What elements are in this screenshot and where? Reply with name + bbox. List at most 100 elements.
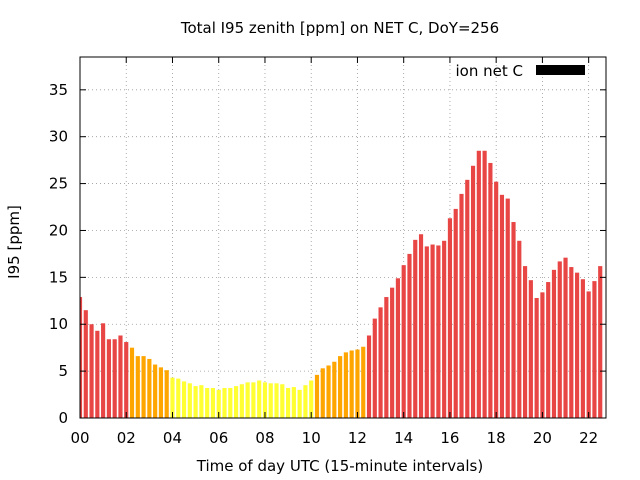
bar [95,330,100,418]
bar [557,261,562,418]
bar [176,378,181,418]
bar [83,310,88,418]
bar [80,297,83,418]
bar [164,370,169,418]
bar [286,387,291,418]
bar [124,342,129,418]
y-tick-label: 5 [58,362,68,380]
bar [534,297,539,418]
bar [407,253,412,418]
bar [338,356,343,418]
bars [80,150,603,418]
bar [586,291,591,418]
bar [505,198,510,418]
legend: ion net C [456,62,585,80]
bar [349,350,354,418]
bar [522,266,528,418]
axis-ticks: 0 5 10 15 20 25 30 35 00 02 04 06 08 10 12 14 16 18 20 22 [49,57,606,447]
x-tick-label: 06 [209,429,228,447]
bar [118,335,123,418]
bar [274,383,279,418]
bar [187,383,192,418]
bar [366,335,372,418]
bar [291,387,296,418]
bar [465,179,470,418]
bar [459,193,464,418]
bar [569,267,574,418]
y-tick-label: 15 [49,268,68,286]
bar [447,218,453,418]
bar [482,150,487,418]
bar [326,365,331,418]
bar [442,240,447,418]
plot-frame [79,56,607,419]
bar [384,297,389,418]
bar [430,244,435,418]
bar [210,387,216,418]
bar [222,387,227,418]
bar [135,356,140,418]
bar [153,364,158,418]
bar [476,150,481,418]
bar [598,266,603,418]
bar [216,389,221,418]
bar [540,292,545,418]
bar [470,165,476,418]
legend-swatch [536,65,585,75]
bar [228,387,233,418]
bar [378,307,383,418]
bar [199,385,204,418]
chart-title: Total I95 zenith [ppm] on NET C, DoY=256 [180,19,499,37]
bar [112,339,117,418]
bar [314,374,320,418]
x-tick-label: 04 [163,429,182,447]
bar [239,384,244,418]
x-tick-label: 16 [440,429,459,447]
legend-label: ion net C [456,62,523,80]
bar [343,352,348,418]
bar [106,339,111,418]
x-tick-label: 18 [487,429,506,447]
bar [575,272,580,418]
bar [528,280,533,418]
bar [499,194,505,418]
x-tick-label: 10 [302,429,321,447]
bar [251,382,256,418]
x-tick-label: 00 [70,429,89,447]
bar [280,384,285,418]
x-tick-label: 14 [394,429,413,447]
bar [262,382,268,418]
bar [413,239,418,418]
bar [517,240,522,418]
bar [158,367,164,418]
bar [390,287,395,418]
bar [355,349,360,418]
bar [546,282,551,418]
bar [320,368,325,418]
bar [297,389,302,418]
bar [170,377,175,418]
bar [453,208,458,418]
y-tick-label: 10 [49,315,68,333]
bar [424,246,429,418]
y-axis-label: I95 [ppm] [5,205,23,279]
x-axis-label: Time of day UTC (15-minute intervals) [196,457,483,475]
bar [511,222,516,418]
bar [563,257,568,418]
bar [494,181,499,418]
bar [372,318,377,418]
x-tick-label: 22 [579,429,598,447]
bar [303,385,308,418]
bar [395,278,400,418]
x-tick-label: 02 [117,429,136,447]
bar [436,245,441,418]
bar [233,386,239,418]
bar [592,281,597,418]
bar [580,279,585,418]
y-tick-label: 25 [49,175,68,193]
bar [129,347,135,418]
bar [245,382,250,418]
bar [257,380,262,418]
x-tick-label: 12 [348,429,367,447]
